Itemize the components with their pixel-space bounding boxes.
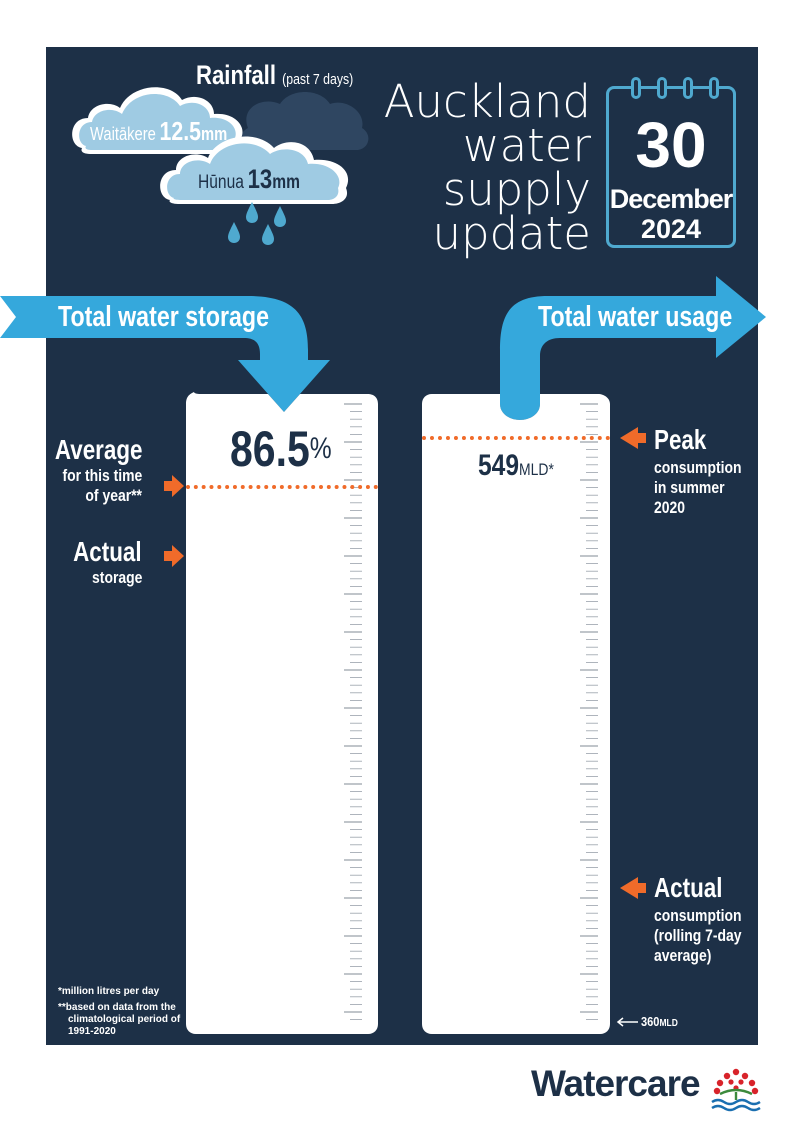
scale-min-label: 360MLD bbox=[641, 1014, 684, 1032]
rainfall-station-unit: mm bbox=[201, 124, 228, 144]
usage-value: 549 bbox=[478, 449, 520, 482]
scale-min-arrow-icon bbox=[616, 1017, 638, 1027]
usage-tank bbox=[422, 394, 610, 1034]
peak-sub-1: consumption bbox=[654, 458, 742, 477]
raindrops-icon bbox=[228, 202, 286, 245]
page-title: Auckland water supply update bbox=[383, 75, 591, 260]
average-sub-1: for this time bbox=[62, 466, 142, 485]
usage-unit: MLD* bbox=[519, 460, 554, 479]
cloud-label-hunua: Hūnua 13mm bbox=[198, 164, 322, 199]
rainfall-heading: Rainfall bbox=[196, 60, 276, 90]
actual-usage-label: Actual bbox=[654, 872, 723, 903]
average-label: Average bbox=[54, 434, 142, 465]
calendar-ring-icon bbox=[683, 77, 693, 99]
average-dotted-line bbox=[186, 485, 378, 489]
actual-usage-orange-arrow-icon bbox=[620, 877, 646, 899]
storage-flow-arrow bbox=[0, 296, 330, 412]
watercare-logo-icon bbox=[711, 1068, 761, 1112]
rainfall-station-unit: mm bbox=[272, 172, 300, 193]
cloud-hunua-icon bbox=[160, 136, 349, 204]
title-line: supply bbox=[442, 163, 591, 216]
actual-storage-label: Actual bbox=[73, 536, 142, 567]
footnote-2: **based on data from the climatological … bbox=[58, 1002, 180, 1038]
title-line: Auckland bbox=[383, 75, 591, 128]
usage-header: Total water usage bbox=[538, 301, 733, 333]
calendar-ring-icon bbox=[631, 77, 641, 99]
average-orange-arrow-icon bbox=[164, 475, 184, 497]
calendar-ring-icon bbox=[709, 77, 719, 99]
calendar-day: 30 bbox=[635, 109, 707, 181]
peak-label: Peak bbox=[654, 424, 707, 455]
actual-usage-sub-3: average) bbox=[654, 946, 712, 965]
actual-storage-sub: storage bbox=[91, 568, 142, 587]
rainfall-station-amount: 12.5 bbox=[159, 116, 202, 146]
footnote-2-line: climatological period of bbox=[68, 1014, 181, 1025]
actual-storage-orange-arrow-icon bbox=[164, 545, 184, 567]
scale-min-unit: MLD bbox=[659, 1018, 678, 1029]
cloud-back-icon bbox=[240, 92, 369, 150]
storage-tank bbox=[186, 392, 378, 1034]
date-calendar: 30 December 2024 bbox=[606, 77, 736, 248]
footnote-1: *million litres per day bbox=[58, 986, 160, 997]
brand-name: Watercare bbox=[531, 1063, 701, 1104]
peak-dotted-line bbox=[422, 436, 610, 440]
cloud-waitakere-icon bbox=[72, 87, 243, 154]
rainfall-station-name: Waitākere bbox=[90, 124, 156, 144]
rainfall-station-amount: 13 bbox=[247, 164, 273, 194]
storage-header: Total water storage bbox=[58, 301, 269, 333]
peak-sub-2: in summer bbox=[654, 478, 725, 497]
actual-usage-sub-1: consumption bbox=[654, 906, 742, 925]
usage-flow-arrow bbox=[500, 276, 766, 420]
average-sub-2: of year** bbox=[85, 486, 142, 505]
storage-value: 86.5 bbox=[230, 421, 310, 477]
calendar-year: 2024 bbox=[640, 214, 702, 244]
footnote-2-line: 1991-2020 bbox=[68, 1026, 116, 1037]
title-line: water bbox=[462, 119, 591, 172]
rainfall-station-name: Hūnua bbox=[198, 172, 244, 193]
calendar-month: December bbox=[609, 184, 734, 214]
storage-value-label: 86.5% bbox=[230, 422, 354, 489]
storage-tank-scale bbox=[344, 403, 362, 1020]
cloud-label-waitakere: Waitākere 12.5mm bbox=[90, 116, 257, 151]
peak-sub-3: 2020 bbox=[654, 498, 686, 517]
usage-tank-scale bbox=[580, 403, 598, 1020]
peak-orange-arrow-icon bbox=[620, 427, 646, 449]
scale-min-value: 360 bbox=[641, 1014, 660, 1029]
rainfall-period: (past 7 days) bbox=[282, 71, 354, 88]
actual-usage-sub-2: (rolling 7-day bbox=[654, 926, 742, 945]
storage-unit: % bbox=[309, 432, 332, 465]
title-line: update bbox=[432, 207, 591, 260]
footnote-2-line: **based on data from the bbox=[58, 1002, 176, 1013]
calendar-ring-icon bbox=[657, 77, 667, 99]
usage-value-label: 549MLD* bbox=[478, 448, 571, 489]
